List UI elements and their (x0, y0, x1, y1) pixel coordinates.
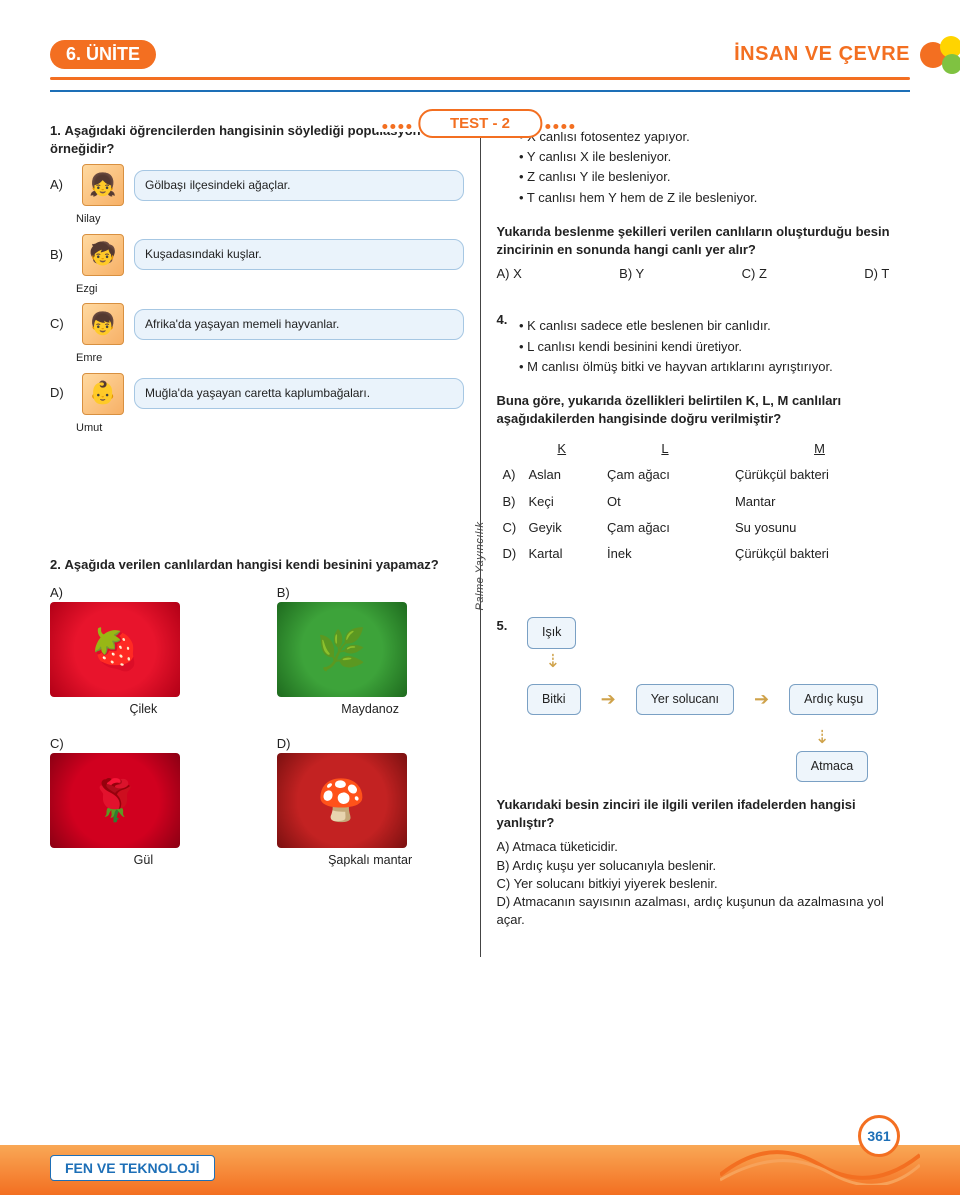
label-strawberry: Çilek (50, 701, 237, 719)
q4-table: K L M A) AslanÇam ağacıÇürükçül bakteri … (497, 436, 911, 567)
name-umut: Umut (76, 421, 464, 436)
avatar-umut: 👶 (82, 373, 124, 415)
name-ezgi: Ezgi (76, 282, 464, 297)
blue-rule (50, 90, 910, 92)
q3-bullet-2: Y canlısı X ile besleniyor. (519, 148, 757, 166)
q2-text: Aşağıda verilen canlılardan hangisi kend… (64, 557, 438, 572)
q3-bullet-4: T canlısı hem Y hem de Z ile besleniyor. (519, 189, 757, 207)
q3-opt-d: D) T (864, 265, 889, 283)
q1-option-a: A) 👧 Gölbaşı ilçesindeki ağaçlar. (50, 164, 464, 206)
page-number: 361 (858, 1115, 900, 1157)
orange-rule (50, 77, 910, 80)
q4-number: 4. (497, 312, 508, 327)
label-parsley: Maydanoz (277, 701, 464, 719)
q1-option-d: D) 👶 Muğla'da yaşayan caretta kaplumbağa… (50, 373, 464, 415)
image-strawberry: 🍓 (50, 602, 180, 697)
q5-opt-d: D) Atmacanın sayısının azalması, ardıç k… (497, 893, 911, 929)
arrow-right-icon: ➔ (754, 687, 769, 712)
node-atmaca: Atmaca (796, 751, 868, 783)
q2-option-c: C) 🌹 Gül (50, 735, 237, 870)
speech-ezgi: Kuşadasındaki kuşlar. (134, 239, 464, 270)
speech-umut: Muğla'da yaşayan caretta kaplumbağaları. (134, 378, 464, 409)
question-1: 1. Aşağıdaki öğrencilerden hangisinin sö… (50, 122, 464, 436)
q4-row-b: B) KeçiOtMantar (497, 489, 911, 515)
name-nilay: Nilay (76, 212, 464, 227)
unit-pill: 6. ÜNİTE (50, 40, 156, 69)
q1-text: Aşağıdaki öğrencilerden hangisinin söyle… (50, 123, 421, 156)
q3-bullet-3: Z canlısı Y ile besleniyor. (519, 168, 757, 186)
q2-option-d: D) 🍄 Şapkalı mantar (277, 735, 464, 870)
arrow-down-icon: ⇣ (527, 649, 579, 674)
node-isik: Işık (527, 617, 576, 649)
publisher-label: Palme Yayıncılık (474, 522, 486, 611)
image-mushroom: 🍄 (277, 753, 407, 848)
speech-nilay: Gölbaşı ilçesindeki ağaçlar. (134, 170, 464, 201)
arrow-down-icon: ⇣ (796, 725, 848, 750)
q3-stem: Yukarıda beslenme şekilleri verilen canl… (497, 223, 911, 259)
avatar-nilay: 👧 (82, 164, 124, 206)
q4-bullet-3: M canlısı ölmüş bitki ve hayvan artıklar… (519, 358, 833, 376)
question-5: 5. Işık ⇣ Bitki ➔ Yer solucanı ➔ Ardıç k… (497, 617, 911, 929)
name-emre: Emre (76, 351, 464, 366)
q4-bullet-1: K canlısı sadece etle beslenen bir canlı… (519, 317, 833, 335)
q1-option-c: C) 👦 Afrika'da yaşayan memeli hayvanlar. (50, 303, 464, 345)
q1-number: 1. (50, 123, 61, 138)
q1-option-b: B) 🧒 Kuşadasındaki kuşlar. (50, 234, 464, 276)
node-bitki: Bitki (527, 684, 581, 716)
q2-number: 2. (50, 557, 61, 572)
q4-stem: Buna göre, yukarıda özellikleri belirtil… (497, 392, 911, 428)
q4-row-a: A) AslanÇam ağacıÇürükçül bakteri (497, 462, 911, 488)
question-2: 2. Aşağıda verilen canlılardan hangisi k… (50, 556, 464, 870)
question-4: 4. K canlısı sadece etle beslenen bir ca… (497, 311, 911, 567)
node-yer-solucani: Yer solucanı (636, 684, 734, 716)
topic-title: İNSAN VE ÇEVRE (734, 43, 910, 66)
arrow-right-icon: ➔ (601, 687, 616, 712)
q3-opt-b: B) Y (619, 265, 644, 283)
question-3: 3. X canlısı fotosentez yapıyor. Y canlı… (497, 122, 911, 283)
avatar-emre: 👦 (82, 303, 124, 345)
q4-row-c: C) GeyikÇam ağacıSu yosunu (497, 515, 911, 541)
test-badge: TEST - 2 (376, 115, 583, 132)
q4-row-d: D) KartalİnekÇürükçül bakteri (497, 541, 911, 567)
image-rose: 🌹 (50, 753, 180, 848)
q4-col-l: L (601, 436, 729, 462)
q3-opt-c: C) Z (742, 265, 767, 283)
q5-opt-b: B) Ardıç kuşu yer solucanıyla beslenir. (497, 857, 911, 875)
q2-option-a: A) 🍓 Çilek (50, 584, 237, 719)
q3-opt-a: A) X (497, 265, 522, 283)
q5-opt-a: A) Atmaca tüketicidir. (497, 838, 911, 856)
q2-option-b: B) 🌿 Maydanoz (277, 584, 464, 719)
image-parsley: 🌿 (277, 602, 407, 697)
q5-opt-c: C) Yer solucanı bitkiyi yiyerek beslenir… (497, 875, 911, 893)
avatar-ezgi: 🧒 (82, 234, 124, 276)
q4-bullet-2: L canlısı kendi besinini kendi üretiyor. (519, 338, 833, 356)
label-mushroom: Şapkalı mantar (277, 852, 464, 870)
q5-number: 5. (497, 618, 508, 633)
footer-subject: FEN VE TEKNOLOJİ (50, 1155, 215, 1181)
speech-emre: Afrika'da yaşayan memeli hayvanlar. (134, 309, 464, 340)
q4-col-k: K (523, 436, 602, 462)
q5-stem: Yukarıdaki besin zinciri ile ilgili veri… (497, 796, 911, 832)
label-rose: Gül (50, 852, 237, 870)
node-ardic-kusu: Ardıç kuşu (789, 684, 878, 716)
q4-col-m: M (729, 436, 910, 462)
